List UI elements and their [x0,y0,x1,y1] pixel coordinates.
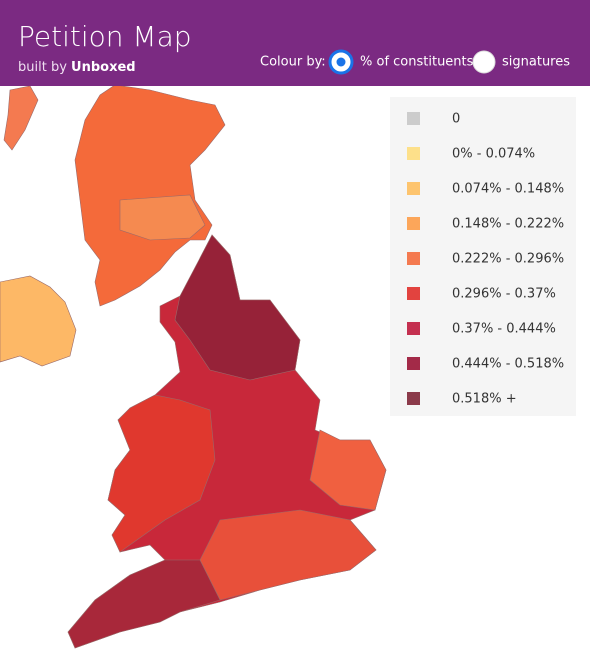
radio-label[interactable]: signatures [502,55,570,70]
legend-swatch [407,322,420,335]
legend-swatch [407,217,420,230]
northern-ireland [0,275,77,367]
south-west [67,559,221,649]
legend-label: 0.296% - 0.37% [452,287,556,302]
radio-dot[interactable] [336,57,346,67]
scotland [74,84,226,307]
title: Petition Map [18,20,192,53]
brand: Unboxed [71,60,136,75]
subtitle-text: built by [18,60,67,75]
legend-swatch [407,112,420,125]
wales [107,394,216,553]
legend-panel [390,97,576,416]
colour-by-label: Colour by: [260,55,326,70]
legend-label: 0.222% - 0.296% [452,252,564,267]
legend-label: 0 [452,112,460,127]
legend-label: 0.074% - 0.148% [452,182,564,197]
radio-label[interactable]: % of constituents [360,55,474,70]
legend-label: 0.148% - 0.222% [452,217,564,232]
scotland-central [119,194,206,241]
western-isles [3,85,39,151]
map [0,84,387,649]
legend-label: 0% - 0.074% [452,147,535,162]
subtitle: built by Unboxed [18,60,136,75]
north-england [174,234,301,381]
east-england [309,429,387,511]
header-bar [0,0,590,86]
south-east [199,509,377,601]
legend-swatch [407,357,420,370]
legend-swatch [407,147,420,160]
legend-swatch [407,252,420,265]
legend-swatch [407,287,420,300]
legend-label: 0.518% + [452,392,517,407]
legend-swatch [407,392,420,405]
legend-label: 0.37% - 0.444% [452,322,556,337]
legend-label: 0.444% - 0.518% [452,357,564,372]
radio-button[interactable] [472,50,496,74]
legend-swatch [407,182,420,195]
